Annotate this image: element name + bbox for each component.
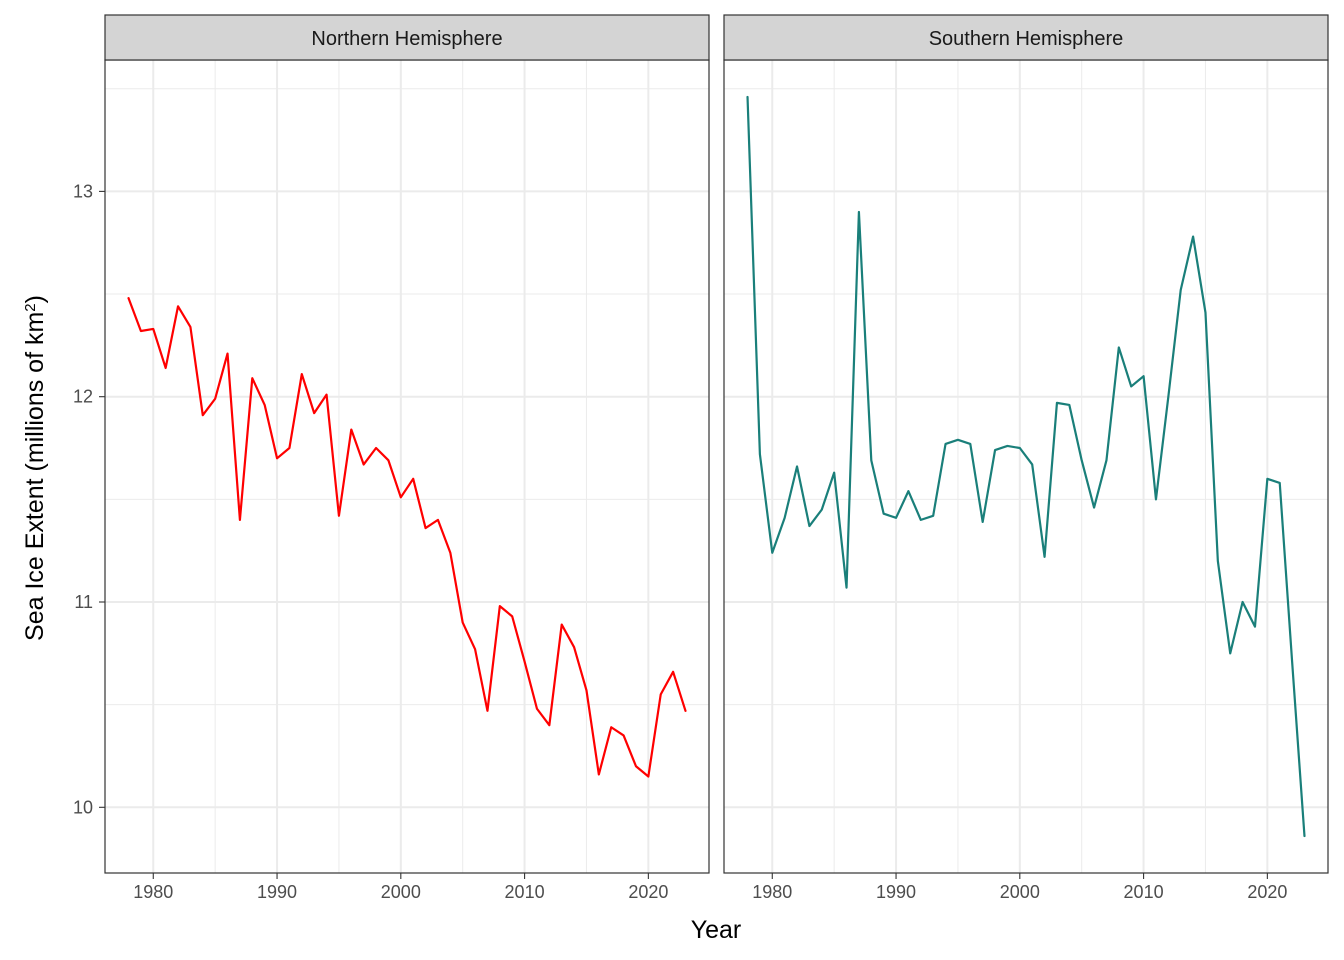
y-tick-label: 13 — [73, 181, 93, 201]
x-axis-title: Year — [691, 916, 742, 944]
panel-background — [724, 60, 1328, 873]
x-tick-label: 1980 — [752, 882, 792, 902]
facet-strip-label: Southern Hemisphere — [929, 28, 1124, 50]
series-line — [746, 95, 1306, 838]
major-gridlines — [724, 60, 1328, 873]
x-tick-label: 1990 — [876, 882, 916, 902]
x-tick-label: 1980 — [133, 882, 173, 902]
series-line — [127, 297, 687, 778]
minor-gridlines — [105, 60, 709, 873]
x-tick-label: 2010 — [505, 882, 545, 902]
major-gridlines — [105, 60, 709, 873]
x-tick-label: 2010 — [1124, 882, 1164, 902]
y-axis: 10 11 12 13 — [73, 181, 105, 817]
x-tick-label: 2000 — [381, 882, 421, 902]
x-axis: 1980 1990 2000 2010 2020 — [752, 873, 1287, 902]
panel-background — [105, 60, 709, 873]
y-tick-label: 11 — [74, 592, 93, 612]
x-tick-label: 1990 — [257, 882, 297, 902]
y-title-superscript: 2 — [22, 303, 39, 311]
facet-strip — [104, 14, 710, 61]
y-tick-label: 12 — [73, 387, 93, 407]
y-title-main: Sea Ice Extent (millions of km — [21, 312, 49, 641]
facet-strip-label: Northern Hemisphere — [311, 28, 502, 50]
x-tick-label: 2000 — [1000, 882, 1040, 902]
y-title-close: ) — [21, 295, 49, 303]
panel-2: Southern Hemisphere 1980 1990 2000 2010 2020 — [723, 14, 1329, 902]
x-tick-label: 2020 — [628, 882, 668, 902]
y-tick-label: 10 — [73, 797, 93, 817]
x-tick-label: 2020 — [1247, 882, 1287, 902]
x-axis: 1980 1990 2000 2010 2020 — [133, 873, 668, 902]
y-axis-title: Sea Ice Extent (millions of km2) — [21, 295, 49, 641]
facet-strip — [723, 14, 1329, 61]
